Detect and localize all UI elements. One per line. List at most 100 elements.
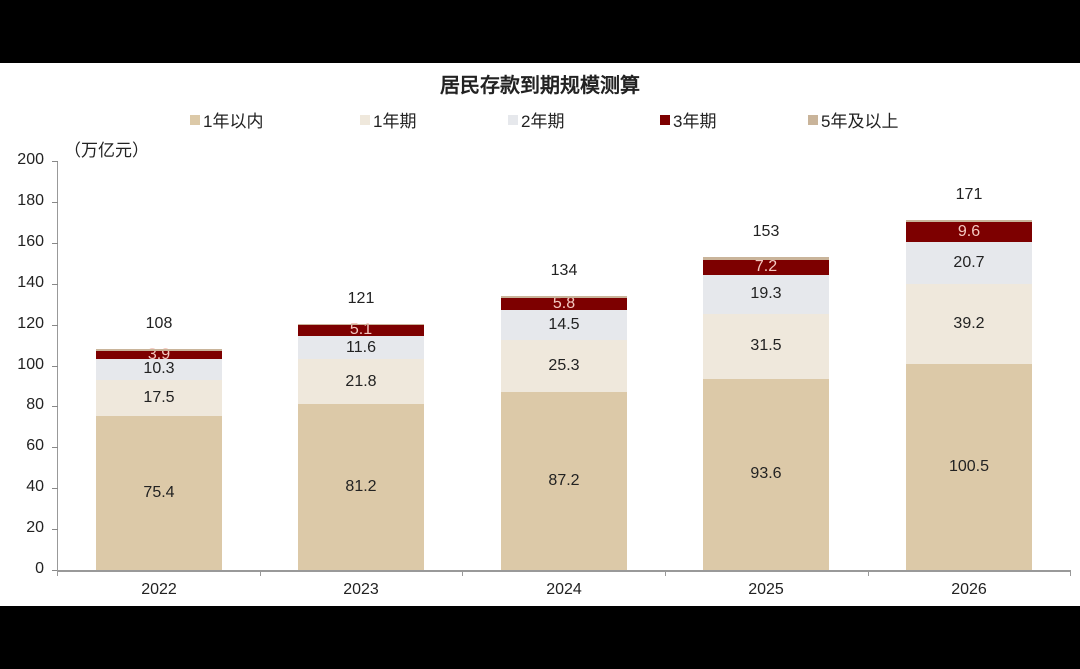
- x-tick: [260, 570, 261, 576]
- y-tick: [52, 406, 58, 408]
- legend-label: 1年期: [373, 112, 417, 131]
- y-tick: [52, 201, 58, 203]
- x-tick: [665, 570, 666, 576]
- bar-segment-2024-1: 25.3: [501, 339, 627, 392]
- y-tick-label: 100: [17, 355, 44, 373]
- bar-segment-2023-3: 5.1: [298, 321, 424, 338]
- bar-segment-2022-2: 10.3: [96, 358, 222, 381]
- data-label: 39.2: [953, 315, 985, 333]
- bar-segment-2024-3: 5.8: [501, 295, 627, 313]
- legend-swatch: [360, 114, 370, 125]
- bar-segment-2022-3: 3.9: [96, 346, 222, 363]
- x-tick: [1070, 570, 1071, 576]
- bar-total-label: 121: [347, 289, 375, 307]
- legend-swatch: [190, 114, 200, 125]
- x-tick-label: 2025: [748, 581, 784, 598]
- data-label: 11.6: [346, 338, 376, 356]
- y-tick-label: 0: [35, 560, 44, 577]
- data-label: 5.8: [552, 295, 576, 313]
- data-label: 75.4: [143, 483, 175, 501]
- bar-segment-2023-2: 11.6: [298, 335, 424, 360]
- bar-segment-2025-3: 7.2: [703, 258, 829, 276]
- bar-segment-2026-1: 39.2: [906, 284, 1032, 365]
- legend-label: 5年及以上: [821, 112, 899, 131]
- bar-segment-2023-1: 21.8: [298, 359, 424, 404]
- bar-total-label: 171: [955, 186, 983, 204]
- y-tick: [52, 242, 58, 244]
- bar-segment-2022-0: 75.4: [96, 415, 222, 570]
- legend-label: 3年期: [673, 112, 717, 131]
- y-tick-label: 120: [17, 314, 44, 332]
- data-label: 87.2: [548, 471, 580, 489]
- legend-swatch: [660, 114, 670, 125]
- x-axis: [57, 570, 1071, 572]
- y-tick-label: 60: [26, 437, 44, 455]
- data-label: 31.5: [750, 337, 782, 355]
- chart-canvas: 居民存款到期规模测算 1年以内 1年期 2年期 3年期 5年及以上 （万亿元） 0 20 4…: [0, 63, 1080, 606]
- data-label: 17.5: [143, 388, 175, 406]
- y-tick: [52, 529, 58, 531]
- y-tick: [52, 570, 58, 571]
- bar-total-label: 108: [145, 315, 173, 333]
- legend-label: 1年以内: [203, 112, 264, 131]
- data-label: 21.8: [345, 372, 377, 390]
- bar-segment-2023-0: 81.2: [298, 403, 424, 570]
- legend-item-0: 1年以内: [190, 107, 263, 132]
- data-label: 81.2: [345, 477, 377, 495]
- legend-item-4: 5年及以上: [808, 107, 898, 132]
- bar-segment-2022-1: 17.5: [96, 380, 222, 416]
- bar-segment-2025-0: 93.6: [703, 378, 829, 570]
- bar-segment-2024-4: [501, 295, 627, 299]
- bar-segment-2026-2: 20.7: [906, 241, 1032, 285]
- x-tick-label: 2026: [951, 581, 987, 598]
- bar-total-label: 153: [752, 223, 780, 241]
- data-label: 10.3: [143, 360, 175, 378]
- y-tick-label: 40: [26, 478, 44, 496]
- x-tick: [57, 570, 58, 576]
- bar-segment-2026-3: 9.6: [906, 222, 1032, 242]
- data-label: 25.3: [548, 356, 580, 374]
- y-tick-label: 80: [26, 396, 44, 414]
- data-label: 14.5: [548, 316, 580, 334]
- y-tick-label: 140: [17, 273, 44, 291]
- y-tick: [52, 365, 58, 367]
- data-label: 93.6: [750, 465, 782, 483]
- data-label: 100.5: [948, 458, 990, 476]
- bar-segment-2025-1: 31.5: [703, 314, 829, 379]
- y-tick: [52, 161, 58, 162]
- y-tick: [52, 447, 58, 449]
- x-tick: [462, 570, 463, 576]
- bar-segment-2026-0: 100.5: [906, 364, 1032, 570]
- y-tick: [52, 283, 58, 285]
- y-axis-unit-label: （万亿元）: [64, 141, 149, 160]
- bar-segment-2023-4: [298, 323, 424, 326]
- y-tick-label: 20: [26, 519, 44, 537]
- legend-item-2: 2年期: [508, 107, 564, 132]
- data-label: 5.1: [349, 321, 373, 339]
- x-tick-label: 2024: [546, 581, 582, 598]
- y-tick-label: 160: [17, 232, 44, 250]
- data-label: 20.7: [953, 254, 985, 272]
- legend: 1年以内 1年期 2年期 3年期 5年及以上: [0, 107, 1080, 132]
- bar-segment-2024-2: 14.5: [501, 310, 627, 340]
- y-tick: [52, 324, 58, 326]
- legend-swatch: [808, 114, 818, 125]
- bar-segment-2025-4: [703, 257, 829, 260]
- data-label: 19.3: [750, 285, 782, 303]
- bar-total-label: 134: [550, 261, 578, 279]
- data-label: 7.2: [754, 258, 778, 276]
- x-tick-label: 2023: [343, 581, 379, 598]
- legend-swatch: [508, 114, 518, 125]
- y-tick: [52, 488, 58, 490]
- bar-segment-2024-0: 87.2: [501, 391, 627, 570]
- y-tick-label: 200: [17, 151, 44, 168]
- legend-label: 2年期: [521, 112, 565, 131]
- bar-segment-2026-4: [906, 220, 1032, 223]
- x-tick: [868, 570, 869, 576]
- y-tick-label: 180: [17, 191, 44, 209]
- bar-segment-2025-2: 19.3: [703, 274, 829, 315]
- chart-title: 居民存款到期规模测算: [440, 75, 640, 97]
- bar-segment-2022-4: [96, 349, 222, 351]
- legend-item-3: 3年期: [660, 107, 716, 132]
- legend-item-1: 1年期: [360, 107, 416, 132]
